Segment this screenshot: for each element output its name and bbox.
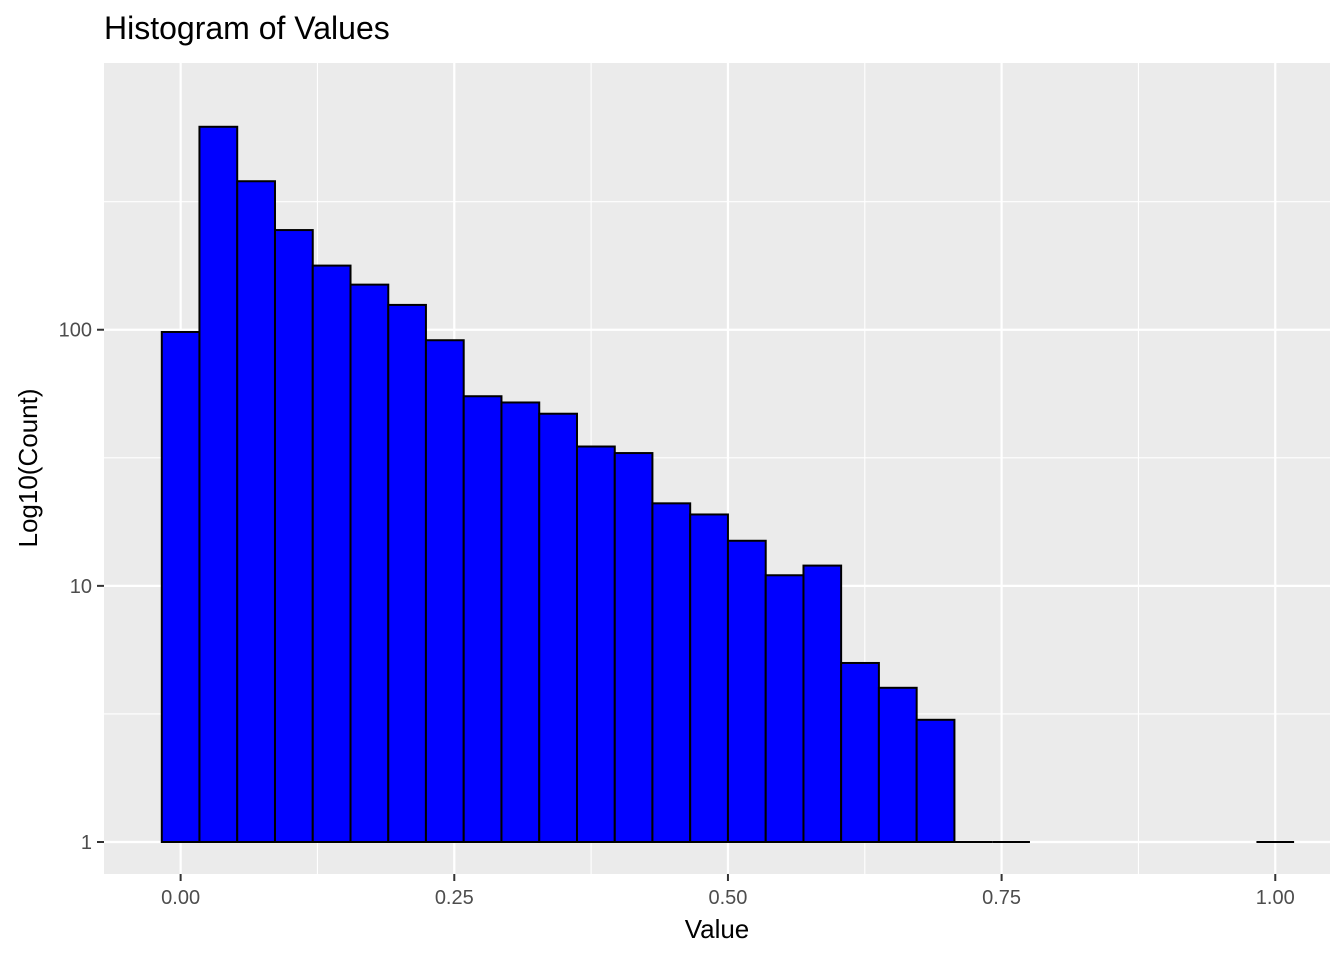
y-tick-label: 10 xyxy=(70,576,92,598)
histogram-bar xyxy=(198,125,239,843)
histogram-bar xyxy=(764,574,805,843)
x-tick-label: 0.50 xyxy=(708,887,747,909)
histogram-bar xyxy=(160,330,201,843)
histogram-bar xyxy=(840,661,880,843)
x-tick-label: 0.75 xyxy=(982,887,1021,909)
histogram-bar xyxy=(311,264,352,843)
histogram-bars xyxy=(160,125,1295,843)
x-axis-title: Value xyxy=(685,914,750,944)
x-axis-ticks: 0.00 0.25 0.50 0.75 1.00 xyxy=(161,874,1295,909)
histogram-bar xyxy=(726,539,767,843)
y-axis-ticks: 1 10 100 xyxy=(59,320,104,854)
histogram-bar xyxy=(424,339,465,843)
histogram-bar xyxy=(915,718,956,843)
x-tick-label: 0.00 xyxy=(161,887,200,909)
histogram-bar xyxy=(538,412,578,843)
y-axis-title: Log10(Count) xyxy=(13,389,43,548)
histogram-bar xyxy=(236,180,276,843)
x-tick-label: 1.00 xyxy=(1256,887,1295,909)
y-tick-label: 1 xyxy=(81,832,92,854)
histogram-bar xyxy=(349,283,390,843)
histogram-bar xyxy=(651,502,692,843)
histogram-bar xyxy=(877,686,918,843)
x-tick-label: 0.25 xyxy=(435,887,474,909)
histogram-bar xyxy=(500,401,541,843)
histogram-bar xyxy=(689,513,729,843)
histogram-bar xyxy=(462,395,503,843)
chart-title: Histogram of Values xyxy=(104,10,390,46)
histogram-bar xyxy=(387,303,427,843)
histogram-bar xyxy=(273,229,314,843)
histogram-bar xyxy=(575,445,616,843)
histogram-bar xyxy=(613,452,654,843)
histogram-bar xyxy=(802,564,843,843)
y-tick-label: 100 xyxy=(59,320,92,342)
